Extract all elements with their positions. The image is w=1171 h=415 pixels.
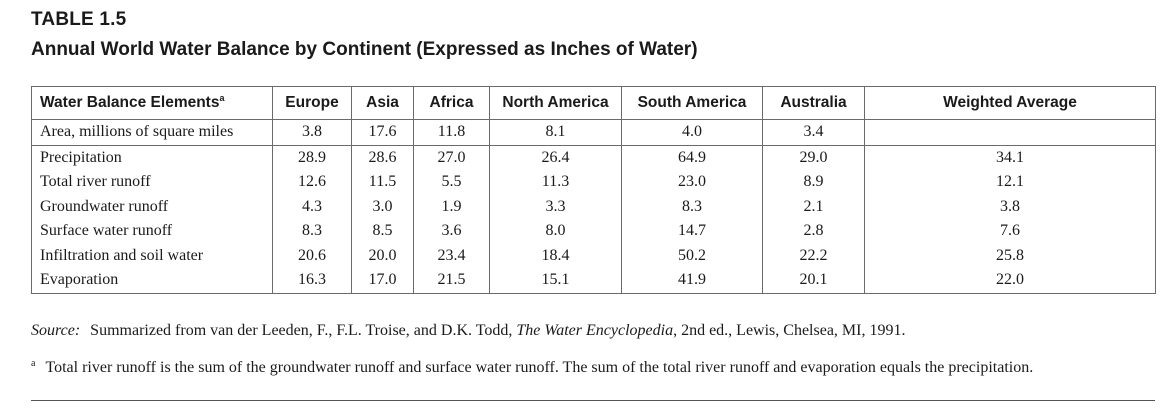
row-label: Infiltration and soil water [31, 243, 273, 268]
table-cell: 3.4 [762, 119, 865, 145]
footnote-mark: a [31, 357, 36, 369]
row-label: Evaporation [31, 268, 273, 294]
source-note: Source: Summarized from van der Leeden, F… [31, 321, 905, 341]
column-header: North America [489, 86, 622, 120]
row-label: Surface water runoff [31, 219, 273, 244]
table-cell: 21.5 [413, 268, 490, 294]
column-header-elements: Water Balance Elementsa [31, 86, 273, 120]
table-cell: 26.4 [489, 144, 622, 170]
table-cell: 22.2 [762, 243, 865, 268]
table-cell: 23.0 [621, 170, 763, 195]
table-cell: 14.7 [621, 219, 763, 244]
table-cell: 27.0 [413, 144, 490, 170]
table-row: Total river runoff 12.6 11.5 5.5 11.3 23… [31, 170, 1156, 195]
table-cell: 64.9 [621, 144, 763, 170]
column-header: South America [621, 86, 763, 120]
table-cell: 41.9 [621, 268, 763, 294]
table-cell: 15.1 [489, 268, 622, 294]
bottom-divider [31, 400, 1155, 401]
table-cell: 22.0 [864, 268, 1156, 294]
table-cell: 28.9 [272, 144, 352, 170]
table-cell: 4.3 [272, 194, 352, 219]
footnote-marker: a [219, 92, 225, 103]
table-cell: 11.3 [489, 170, 622, 195]
table-cell: 11.8 [413, 119, 490, 145]
table-cell: 11.5 [351, 170, 414, 195]
footnote-text: Total river runoff is the sum of the gro… [45, 359, 1034, 376]
table-cell: 20.6 [272, 243, 352, 268]
table-cell: 3.8 [272, 119, 352, 145]
table-row: Infiltration and soil water 20.6 20.0 23… [31, 243, 1156, 268]
table-header-row: Water Balance Elementsa Europe Asia Afri… [31, 86, 1156, 120]
table-cell: 3.0 [351, 194, 414, 219]
source-book-title: The Water Encyclopedia [516, 322, 674, 339]
table-cell: 16.3 [272, 268, 352, 294]
table-cell: 1.9 [413, 194, 490, 219]
table-cell: 17.0 [351, 268, 414, 294]
footnote: a Total river runoff is the sum of the gr… [31, 358, 1033, 378]
table-cell [864, 119, 1156, 145]
table-cell: 2.1 [762, 194, 865, 219]
table-cell: 34.1 [864, 144, 1156, 170]
table-cell: 3.6 [413, 219, 490, 244]
table-cell: 23.4 [413, 243, 490, 268]
table-cell: 8.9 [762, 170, 865, 195]
table-row: Evaporation 16.3 17.0 21.5 15.1 41.9 20.… [31, 268, 1156, 294]
table-row: Surface water runoff 8.3 8.5 3.6 8.0 14.… [31, 219, 1156, 244]
table-cell: 25.8 [864, 243, 1156, 268]
column-header-elements-label: Water Balance Elements [40, 94, 220, 111]
source-text-after: , 2nd ed., Lewis, Chelsea, MI, 1991. [673, 322, 906, 339]
table-cell: 8.1 [489, 119, 622, 145]
column-header: Asia [351, 86, 414, 120]
column-header: Weighted Average [864, 86, 1156, 120]
table-row: Groundwater runoff 4.3 3.0 1.9 3.3 8.3 2… [31, 194, 1156, 219]
table-cell: 18.4 [489, 243, 622, 268]
table-cell: 20.1 [762, 268, 865, 294]
column-header: Africa [413, 86, 490, 120]
table-cell: 12.6 [272, 170, 352, 195]
table-cell: 2.8 [762, 219, 865, 244]
table-cell: 8.0 [489, 219, 622, 244]
table-cell: 20.0 [351, 243, 414, 268]
row-label: Precipitation [31, 144, 273, 170]
row-label: Total river runoff [31, 170, 273, 195]
table-cell: 5.5 [413, 170, 490, 195]
column-header: Europe [272, 86, 352, 120]
table-row: Area, millions of square miles 3.8 17.6 … [31, 119, 1156, 145]
table-cell: 29.0 [762, 144, 865, 170]
row-label: Area, millions of square miles [31, 119, 273, 145]
water-balance-table: Water Balance Elementsa Europe Asia Afri… [31, 86, 1156, 294]
row-label: Groundwater runoff [31, 194, 273, 219]
table-number: TABLE 1.5 [31, 9, 127, 30]
table-title: Annual World Water Balance by Continent … [31, 39, 698, 60]
table-cell: 3.8 [864, 194, 1156, 219]
table-cell: 8.3 [272, 219, 352, 244]
table-cell: 12.1 [864, 170, 1156, 195]
table-cell: 17.6 [351, 119, 414, 145]
table-cell: 28.6 [351, 144, 414, 170]
source-text-before: Summarized from van der Leeden, F., F.L.… [90, 322, 517, 339]
table-cell: 8.3 [621, 194, 763, 219]
table-row: Precipitation 28.9 28.6 27.0 26.4 64.9 2… [31, 144, 1156, 170]
table-cell: 50.2 [621, 243, 763, 268]
table-cell: 3.3 [489, 194, 622, 219]
column-header: Australia [762, 86, 865, 120]
table-cell: 8.5 [351, 219, 414, 244]
table-cell: 7.6 [864, 219, 1156, 244]
source-label: Source: [31, 322, 81, 339]
document-page: TABLE 1.5 Annual World Water Balance by … [31, 8, 1156, 401]
table-cell: 4.0 [621, 119, 763, 145]
